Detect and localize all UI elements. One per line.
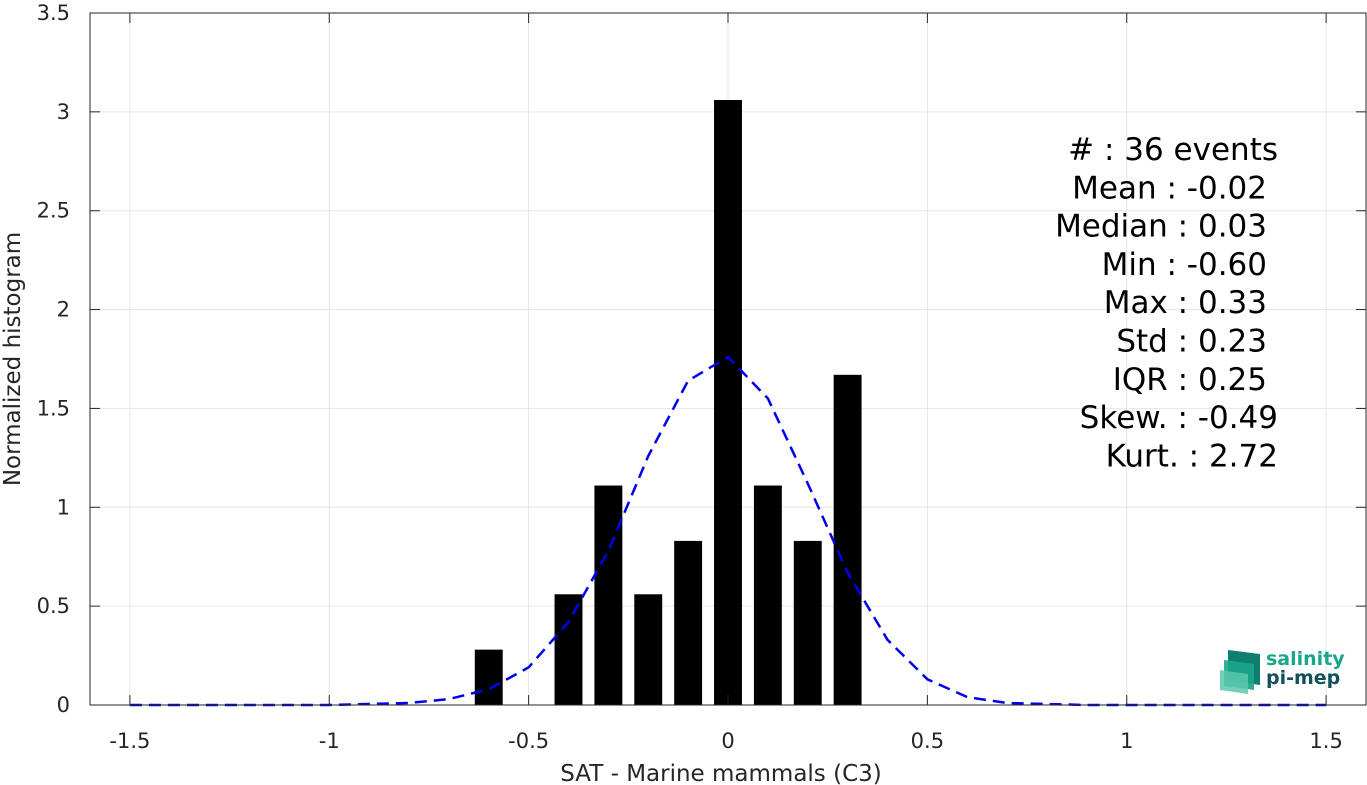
histogram-bar: [554, 594, 583, 705]
y-tick-label: 1.5: [37, 396, 70, 420]
histogram-bar: [474, 649, 503, 705]
stats-line: Kurt. : 2.72: [1106, 438, 1278, 474]
histogram-bar: [753, 485, 782, 705]
stats-line: Std : 0.23: [1116, 324, 1267, 360]
stats-line: Median : 0.03: [1055, 209, 1267, 245]
stats-line: Min : -0.60: [1102, 247, 1267, 283]
histogram-bar: [634, 594, 663, 705]
histogram-bars: [474, 99, 862, 706]
logo-text-line2: pi-mep: [1266, 667, 1340, 689]
x-tick-label: 1.5: [1309, 729, 1342, 753]
stats-line: # : 36 events: [1068, 132, 1278, 168]
x-tick-label: -1: [319, 729, 340, 753]
y-tick-label: 0.5: [37, 594, 70, 618]
axis-ticks: [90, 12, 1366, 706]
x-tick-label: -0.5: [508, 729, 549, 753]
stats-line: IQR : 0.25: [1113, 362, 1267, 398]
y-tick-label: 2.5: [37, 199, 70, 223]
histogram-bar: [674, 540, 703, 705]
logo-text-line1: salinity: [1266, 648, 1345, 670]
x-tick-labels: -1.5 -1 -0.5 0 0.5 1 1.5: [109, 729, 1342, 753]
x-tick-label: 0.5: [911, 729, 944, 753]
x-axis-label: SAT - Marine mammals (C3): [560, 761, 882, 785]
y-tick-label: 1: [57, 495, 70, 519]
y-tick-label: 2: [57, 298, 70, 322]
histogram-bar: [833, 374, 862, 705]
histogram-bar: [594, 485, 623, 705]
histogram-bar: [714, 99, 742, 706]
logo-mark-icon: [1220, 650, 1260, 694]
stats-line: Skew. : -0.49: [1080, 400, 1278, 436]
y-tick-labels: 0 0.5 1 1.5 2 2.5 3 3.5: [37, 1, 70, 717]
stats-line: Max : 0.33: [1104, 285, 1267, 321]
x-tick-label: 0: [721, 729, 734, 753]
y-tick-label: 0: [57, 693, 70, 717]
y-tick-label: 3.5: [37, 1, 70, 25]
x-tick-label: 1: [1120, 729, 1133, 753]
x-tick-label: -1.5: [109, 729, 150, 753]
salinity-pi-mep-logo: salinity pi-mep: [1220, 648, 1345, 694]
y-tick-label: 3: [57, 100, 70, 124]
histogram-bar: [793, 540, 822, 705]
stats-line: Mean : -0.02: [1072, 170, 1267, 206]
y-axis-label: Normalized histogram: [0, 232, 26, 486]
